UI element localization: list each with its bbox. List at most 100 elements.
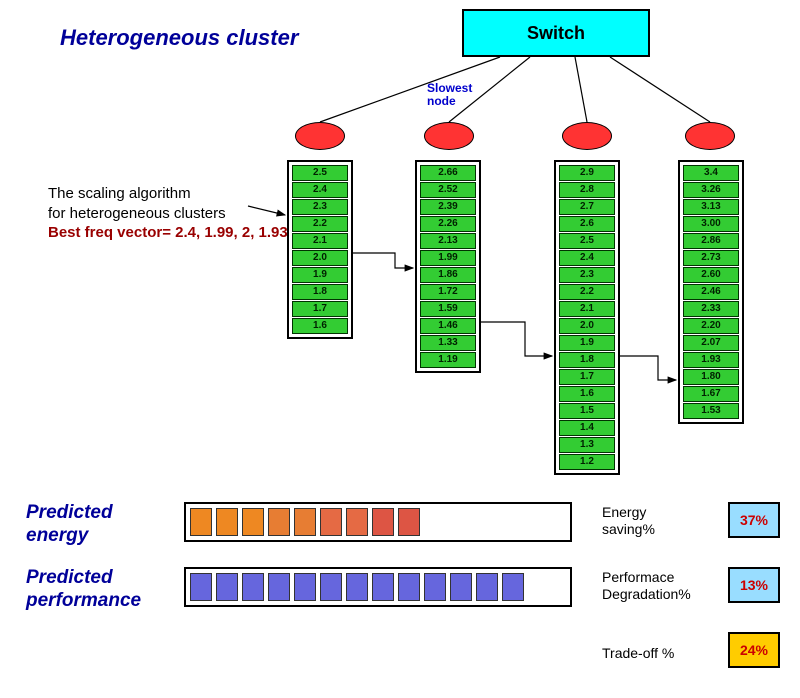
freq-cell: 1.6 (559, 386, 615, 402)
freq-cell: 2.60 (683, 267, 739, 283)
freq-cell: 2.66 (420, 165, 476, 181)
slowest-line1: Slowest (427, 81, 472, 95)
perf-bar-segment (268, 573, 290, 602)
freq-cell: 1.6 (292, 318, 348, 334)
energy-bar-segment (346, 508, 368, 537)
freq-cell: 2.2 (292, 216, 348, 232)
freq-cell: 1.8 (292, 284, 348, 300)
freq-cell: 2.1 (292, 233, 348, 249)
predicted-performance-label: Predictedperformance (26, 567, 141, 613)
freq-cell: 2.52 (420, 182, 476, 198)
freq-cell: 2.1 (559, 301, 615, 317)
freq-cell: 2.46 (683, 284, 739, 300)
algo-line2: for heterogeneous clusters (48, 205, 226, 222)
metric-label-1: PerformaceDegradation% (602, 569, 691, 603)
perf-bar-segment (502, 573, 524, 602)
freq-cell: 2.5 (292, 165, 348, 181)
energy-bar-segment (294, 508, 316, 537)
metric-value-box-1: 13% (728, 567, 780, 603)
node-ellipse-0 (295, 122, 345, 150)
slowest-node-label: Slowest node (427, 82, 472, 108)
freq-cell: 3.26 (683, 182, 739, 198)
freq-cell: 1.3 (559, 437, 615, 453)
freq-cell: 1.59 (420, 301, 476, 317)
freq-cell: 1.7 (559, 369, 615, 385)
freq-cell: 2.4 (292, 182, 348, 198)
freq-cell: 1.80 (683, 369, 739, 385)
freq-cell: 3.00 (683, 216, 739, 232)
freq-stack-3: 3.43.263.133.002.862.732.602.462.332.202… (678, 160, 744, 424)
perf-bar-segment (346, 573, 368, 602)
metric-label-0: Energysaving% (602, 504, 655, 538)
freq-cell: 2.4 (559, 250, 615, 266)
freq-cell: 1.9 (559, 335, 615, 351)
page-title: Heterogeneous cluster (60, 25, 298, 51)
algorithm-text: The scaling algorithm for heterogeneous … (48, 184, 288, 243)
energy-bar-segment (398, 508, 420, 537)
freq-cell: 1.2 (559, 454, 615, 470)
freq-cell: 1.86 (420, 267, 476, 283)
energy-bar-segment (372, 508, 394, 537)
perf-bar-segment (476, 573, 498, 602)
metric-value-box-2: 24% (728, 632, 780, 668)
freq-cell: 2.20 (683, 318, 739, 334)
perf-bar-segment (216, 573, 238, 602)
best-freq-vector: Best freq vector= 2.4, 1.99, 2, 1.93 (48, 224, 288, 241)
freq-cell: 2.0 (559, 318, 615, 334)
freq-cell: 1.99 (420, 250, 476, 266)
freq-cell: 1.67 (683, 386, 739, 402)
node-ellipse-1 (424, 122, 474, 150)
perf-bar-segment (190, 573, 212, 602)
freq-cell: 2.6 (559, 216, 615, 232)
perf-bar-segment (372, 573, 394, 602)
freq-cell: 2.9 (559, 165, 615, 181)
freq-cell: 2.3 (559, 267, 615, 283)
perf-bar-segment (242, 573, 264, 602)
freq-cell: 2.3 (292, 199, 348, 215)
predicted-energy-label: Predictedenergy (26, 502, 113, 548)
freq-cell: 2.5 (559, 233, 615, 249)
metric-value-box-0: 37% (728, 502, 780, 538)
node-ellipse-3 (685, 122, 735, 150)
perf-bar-segment (450, 573, 472, 602)
freq-cell: 1.53 (683, 403, 739, 419)
energy-bar-segment (190, 508, 212, 537)
predicted-energy-bar (184, 502, 572, 542)
freq-cell: 1.19 (420, 352, 476, 368)
freq-cell: 1.4 (559, 420, 615, 436)
freq-cell: 2.86 (683, 233, 739, 249)
freq-cell: 1.46 (420, 318, 476, 334)
freq-cell: 2.0 (292, 250, 348, 266)
perf-bar-segment (424, 573, 446, 602)
energy-bar-segment (216, 508, 238, 537)
freq-cell: 2.33 (683, 301, 739, 317)
freq-stack-1: 2.662.522.392.262.131.991.861.721.591.46… (415, 160, 481, 373)
freq-cell: 1.72 (420, 284, 476, 300)
switch-box: Switch (462, 9, 650, 57)
slowest-line2: node (427, 94, 456, 108)
energy-bar-segment (242, 508, 264, 537)
energy-bar-segment (268, 508, 290, 537)
freq-cell: 2.07 (683, 335, 739, 351)
node-ellipse-2 (562, 122, 612, 150)
freq-cell: 1.9 (292, 267, 348, 283)
metric-label-2: Trade-off % (602, 645, 674, 662)
freq-cell: 1.93 (683, 352, 739, 368)
perf-bar-segment (398, 573, 420, 602)
perf-bar-segment (320, 573, 342, 602)
freq-cell: 2.26 (420, 216, 476, 232)
freq-cell: 2.2 (559, 284, 615, 300)
algo-line1: The scaling algorithm (48, 185, 191, 202)
predicted-performance-bar (184, 567, 572, 607)
freq-cell: 2.39 (420, 199, 476, 215)
freq-cell: 3.4 (683, 165, 739, 181)
freq-cell: 1.5 (559, 403, 615, 419)
freq-cell: 2.7 (559, 199, 615, 215)
perf-bar-segment (294, 573, 316, 602)
freq-cell: 3.13 (683, 199, 739, 215)
freq-cell: 1.7 (292, 301, 348, 317)
freq-stack-2: 2.92.82.72.62.52.42.32.22.12.01.91.81.71… (554, 160, 620, 475)
freq-cell: 2.13 (420, 233, 476, 249)
freq-cell: 2.8 (559, 182, 615, 198)
freq-cell: 1.33 (420, 335, 476, 351)
